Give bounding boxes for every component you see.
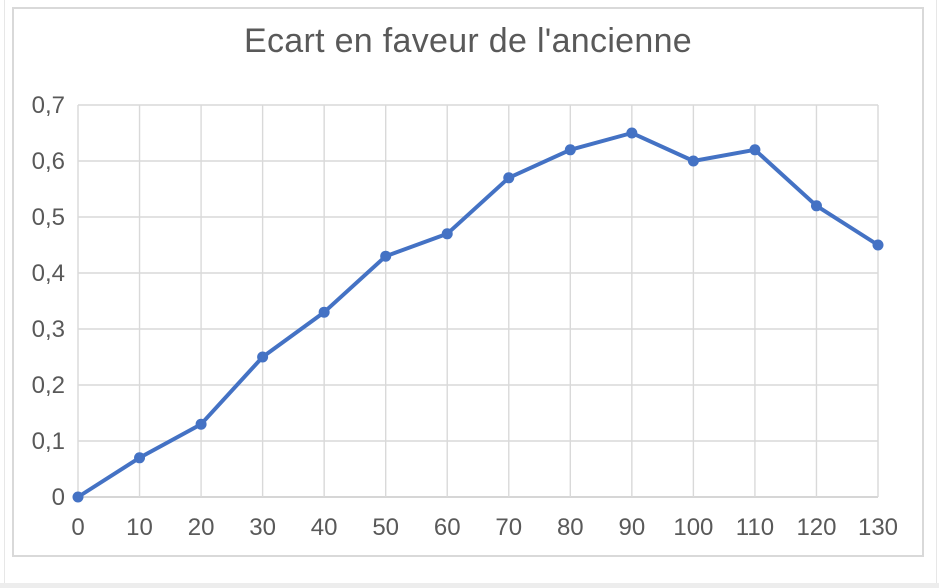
x-tick-label: 60 <box>434 514 461 541</box>
data-point-marker <box>257 351 269 363</box>
x-tick-label: 130 <box>858 514 898 541</box>
x-tick-label: 0 <box>71 514 84 541</box>
data-point-marker <box>72 491 84 503</box>
data-point-marker <box>810 200 822 212</box>
y-tick-label: 0,3 <box>32 316 65 343</box>
chart-frame <box>12 7 924 557</box>
x-tick-label: 10 <box>126 514 153 541</box>
x-tick-label: 20 <box>188 514 215 541</box>
data-point-marker <box>380 250 392 262</box>
data-point-marker <box>503 172 515 184</box>
data-point-marker <box>318 306 330 318</box>
y-tick-label: 0,6 <box>32 148 65 175</box>
x-tick-label: 70 <box>495 514 522 541</box>
y-tick-label: 0 <box>52 484 65 511</box>
x-tick-label: 90 <box>618 514 645 541</box>
y-tick-label: 0,2 <box>32 372 65 399</box>
data-point-marker <box>564 144 576 156</box>
page-left-edge <box>4 0 5 583</box>
data-point-marker <box>749 144 761 156</box>
page-right-edge <box>936 0 937 583</box>
chart-title: Ecart en faveur de l'ancienne <box>243 22 693 60</box>
data-point-marker <box>872 239 884 251</box>
data-point-marker <box>441 228 453 240</box>
y-tick-label: 0,1 <box>32 428 65 455</box>
x-tick-label: 120 <box>796 514 836 541</box>
data-point-marker <box>626 127 638 139</box>
x-tick-label: 100 <box>673 514 713 541</box>
x-tick-label: 50 <box>372 514 399 541</box>
data-point-marker <box>687 155 699 167</box>
y-tick-label: 0,7 <box>32 92 65 119</box>
window-bottom-edge <box>0 583 939 588</box>
y-tick-label: 0,4 <box>32 260 65 287</box>
x-tick-label: 80 <box>557 514 584 541</box>
x-tick-label: 30 <box>249 514 276 541</box>
y-tick-label: 0,5 <box>32 204 65 231</box>
x-tick-label: 40 <box>311 514 338 541</box>
data-point-marker <box>195 418 207 430</box>
series-line <box>76 131 880 499</box>
x-tick-label: 110 <box>736 514 774 541</box>
data-point-marker <box>134 452 146 464</box>
